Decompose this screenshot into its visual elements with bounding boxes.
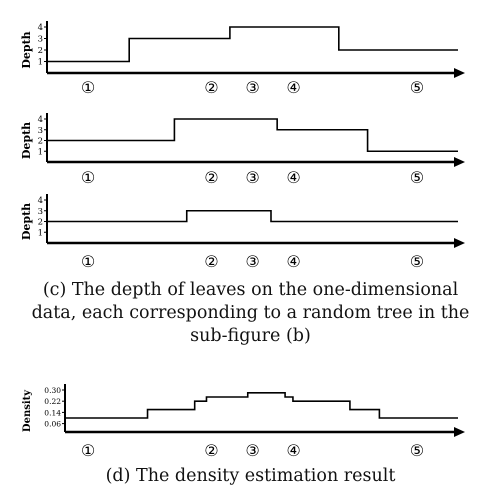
panel-4-tick-label-3: 0.22 — [44, 397, 61, 406]
panel-1-tick-label-3: 3 — [38, 35, 43, 45]
panel-4-marker-5: ⑤ — [410, 441, 424, 460]
panel-3-tick-label-3: 3 — [38, 207, 43, 217]
panel-4-y-label: Density — [22, 389, 33, 432]
panel-3-tick-label-4: 4 — [38, 196, 43, 206]
panel-2-marker-1: ① — [81, 168, 95, 187]
panel-4-tick-label-4: 0.30 — [44, 386, 61, 395]
panel-1-tick-label-4: 4 — [38, 23, 43, 33]
panel-3-marker-1: ① — [81, 252, 95, 271]
caption-c-line-3: sub-figure (b) — [190, 326, 311, 346]
caption-d-text: (d) The density estimation result — [105, 466, 396, 486]
panel-4-marker-3: ③ — [245, 441, 259, 460]
panel-1-y-label: Depth — [20, 31, 33, 68]
panel-2-y-label: Depth — [20, 122, 33, 159]
panel-1-marker-2: ② — [204, 78, 218, 97]
panel-4-x-axis-arrow — [454, 427, 465, 437]
panel-2-marker-2: ② — [204, 168, 218, 187]
panel-2-marker-5: ⑤ — [410, 168, 424, 187]
panel-3-marker-5: ⑤ — [410, 252, 424, 271]
panel-4-marker-4: ④ — [286, 441, 300, 460]
panel-2-tick-label-3: 3 — [38, 126, 43, 136]
panel-2-marker-3: ③ — [245, 168, 259, 187]
panel-4-step-curve — [65, 392, 458, 419]
panel-1-x-axis-arrow — [454, 68, 465, 78]
panel-1-marker-1: ① — [81, 78, 95, 97]
panel-2-marker-4: ④ — [286, 168, 300, 187]
panel-3-y-label: Depth — [20, 203, 33, 240]
caption-c-line-1: (c) The depth of leaves on the one-dimen… — [42, 280, 459, 300]
panel-4-marker-2: ② — [204, 441, 218, 460]
panel-3-tick-label-1: 1 — [38, 228, 43, 238]
panel-1-marker-5: ⑤ — [410, 78, 424, 97]
panel-3-step-curve — [47, 209, 458, 223]
panel-1-tick-label-2: 2 — [38, 46, 43, 56]
panel-2-step-curve — [47, 118, 458, 153]
panel-1-marker-4: ④ — [286, 78, 300, 97]
panel-1-tick-label-1: 1 — [38, 58, 43, 68]
panel-4-tick-label-1: 0.06 — [44, 420, 61, 429]
panel-3-marker-4: ④ — [286, 252, 300, 271]
panel-3-tick-label-2: 2 — [38, 218, 43, 228]
caption-c: (c) The depth of leaves on the one-dimen… — [0, 279, 501, 348]
panel-2-x-axis-arrow — [454, 157, 465, 167]
panel-2-tick-label-2: 2 — [38, 137, 43, 147]
caption-c-line-2: data, each corresponding to a random tre… — [31, 303, 470, 323]
caption-d: (d) The density estimation result — [0, 465, 501, 488]
panel-3-marker-2: ② — [204, 252, 218, 271]
panel-4-marker-1: ① — [81, 441, 95, 460]
panel-1-marker-3: ③ — [245, 78, 259, 97]
panel-3-x-axis-arrow — [454, 238, 465, 248]
panel-2-tick-label-4: 4 — [38, 115, 43, 125]
panel-1-step-curve — [47, 26, 458, 63]
panel-4-tick-label-2: 0.14 — [44, 408, 61, 417]
panel-3-marker-3: ③ — [245, 252, 259, 271]
panel-2-tick-label-1: 1 — [38, 147, 43, 157]
